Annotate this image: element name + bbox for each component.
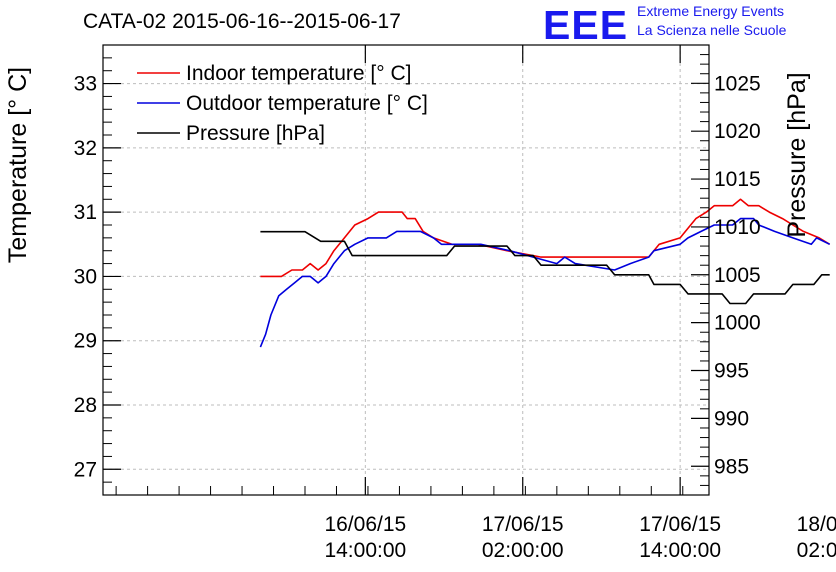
y-axis-label-left: Temperature [° C]	[4, 67, 32, 263]
x-tick-label-date: 17/06/15	[482, 513, 564, 536]
legend-outdoor-label: Outdoor temperature [° C]	[186, 92, 428, 115]
eee-logo: EEE	[543, 2, 629, 48]
y-tick-label-right: 1020	[714, 120, 761, 143]
x-tick-label-date: 18/06/15	[797, 513, 836, 536]
y-tick-label-left: 33	[74, 73, 97, 96]
y-tick-label-right: 1000	[714, 312, 761, 335]
y-tick-label-left: 29	[74, 330, 97, 353]
legend-pressure-label: Pressure [hPa]	[186, 122, 325, 145]
y-tick-label-left: 31	[74, 201, 97, 224]
plot-frame	[102, 44, 710, 496]
y-tick-label-left: 30	[74, 265, 97, 288]
logo-line-2: La Scienza nelle Scuole	[637, 22, 787, 38]
x-tick-label-date: 16/06/15	[324, 513, 406, 536]
y-tick-label-right: 990	[714, 407, 749, 430]
y-tick-label-left: 28	[74, 394, 97, 417]
x-tick-label-time: 02:00:00	[482, 539, 564, 562]
x-tick-label-time: 02:00:00	[797, 539, 836, 562]
y-axis-label-right: Pressure [hPa]	[783, 72, 811, 237]
y-tick-label-left: 27	[74, 458, 97, 481]
axes: 27 28 29 30 31 32 33 985 990 995 1000 1005 1010 1015 1…	[74, 44, 836, 562]
y-tick-label-left: 32	[74, 137, 97, 160]
chart-title: CATA-02 2015-06-16--2015-06-17	[83, 10, 401, 33]
pressure-line	[260, 230, 830, 305]
y-tick-label-right: 1015	[714, 168, 761, 191]
legend-indoor-label: Indoor temperature [° C]	[186, 62, 412, 85]
y-tick-label-right: 1025	[714, 72, 761, 95]
x-tick-label-date: 17/06/15	[639, 513, 721, 536]
grid-lines	[103, 45, 709, 495]
x-tick-label-time: 14:00:00	[324, 539, 406, 562]
y-tick-label-right: 1010	[714, 216, 761, 239]
y-tick-label-right: 995	[714, 360, 749, 383]
logo-line-1: Extreme Energy Events	[637, 3, 785, 19]
legend: Indoor temperature [° C] Outdoor temperat…	[137, 62, 428, 145]
y-tick-label-right: 1005	[714, 264, 761, 287]
series-lines	[259, 198, 831, 348]
x-tick-label-time: 14:00:00	[639, 539, 721, 562]
y-tick-label-right: 985	[714, 455, 749, 478]
outdoor-temperature-line	[259, 217, 831, 348]
